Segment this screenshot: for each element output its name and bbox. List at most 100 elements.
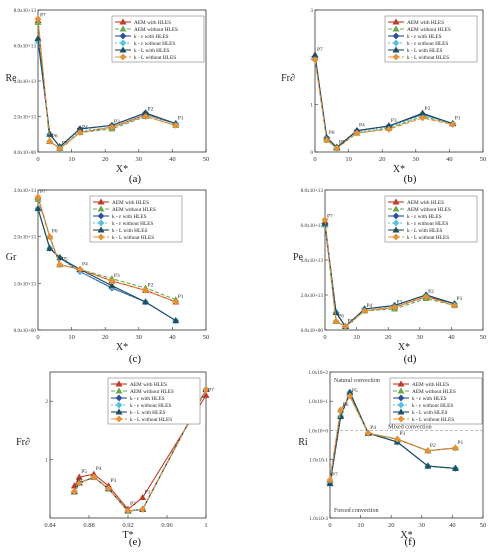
series-line <box>314 54 453 149</box>
x-tick-label: 30 <box>417 334 424 341</box>
legend-marker <box>397 380 405 387</box>
legend-label: AEM with HLES <box>134 20 171 26</box>
legend-label: k - L with HLES <box>130 410 165 416</box>
y-tick-label: 0.0x10+00 <box>14 328 37 334</box>
x-tick-label: 0 <box>313 156 316 163</box>
point-label: P4 <box>82 124 88 130</box>
data-point <box>70 482 78 489</box>
x-tick-label: 50 <box>203 156 210 163</box>
legend-marker <box>392 25 400 32</box>
point-label: P6 <box>338 313 344 319</box>
y-tick-label: 1 <box>310 103 313 109</box>
point-label: P7 <box>40 13 46 19</box>
y-axis-label: Fr∂ <box>16 437 30 448</box>
y-tick-label: 2.0x10+13 <box>14 115 37 121</box>
point-label: P4 <box>370 425 376 431</box>
panel-caption: (d) <box>404 353 417 365</box>
data-point <box>46 244 54 251</box>
data-point <box>424 462 432 469</box>
chart-f: 0 10 20 30 40 50 1.0x10-3 1.0x10-1 1.0x10+0 1.0x1… <box>298 370 486 548</box>
x-tick-label: 10 <box>68 156 75 163</box>
legend-box <box>89 195 183 243</box>
y-tick-label: 2 <box>310 55 313 61</box>
data-point <box>142 286 149 294</box>
point-label: P7 <box>332 472 338 478</box>
x-tick-label: 50 <box>203 334 210 341</box>
legend-label: k - L without HLES <box>407 235 449 241</box>
point-label: P3 <box>111 478 117 484</box>
legend-label: k - L with HLES <box>412 410 447 416</box>
data-point <box>142 298 150 305</box>
y-tick-label: 1.0x10-3 <box>309 516 328 522</box>
panel-caption: (c) <box>129 353 142 365</box>
legend-marker <box>97 212 105 220</box>
legend-label: k - ε without HLES <box>112 221 153 227</box>
series-6 <box>34 15 180 152</box>
data-point <box>56 145 64 152</box>
y-axis-label: Pe <box>293 252 304 263</box>
legend-marker <box>392 32 400 40</box>
point-label: P7 <box>208 387 214 393</box>
legend-marker <box>119 25 127 32</box>
x-axis-label: X* <box>116 164 128 175</box>
data-point <box>172 121 180 129</box>
y-axis-label: Re <box>5 73 17 84</box>
legend-marker <box>392 39 400 47</box>
x-tick-label: 1 <box>204 522 207 529</box>
legend-marker <box>119 39 127 47</box>
point-label: P4 <box>96 466 102 472</box>
point-label: P6 <box>343 402 349 408</box>
legend-label: k - ε without HLES <box>407 221 448 227</box>
point-label: P3 <box>391 118 397 124</box>
series-6 <box>326 392 459 484</box>
point-label: P5 <box>62 257 68 263</box>
x-tick-label: 20 <box>102 334 109 341</box>
point-label: P1 <box>457 440 463 446</box>
point-label: P5 <box>348 319 354 325</box>
legend-marker <box>392 198 400 205</box>
legend-box <box>389 377 483 425</box>
x-tick-label: 50 <box>480 156 487 163</box>
legend-label: AEM with HLES <box>407 20 444 26</box>
legend-marker <box>392 18 400 25</box>
y-tick-label: 0.0x10+00 <box>14 150 37 156</box>
series-3 <box>311 53 457 151</box>
panel-caption: (a) <box>129 173 142 185</box>
legend-label: AEM with HLES <box>407 200 444 206</box>
legend-label: AEM without HLES <box>412 389 456 395</box>
data-point <box>346 392 354 400</box>
legend-label: k - L without HLES <box>412 417 454 423</box>
series-6 <box>34 193 180 306</box>
data-point <box>108 277 116 285</box>
series-line <box>314 54 453 149</box>
series-6 <box>321 216 458 330</box>
legend-label: k - ε without HLES <box>130 403 171 409</box>
chart-a: 0 10 20 30 40 50 0.0x10+00 2.0x10+13 4.0x10+13 6.… <box>5 8 209 185</box>
chart-b: 0 10 20 30 40 50 0 1 2 3 Fr∂ X* P7 P6 P5 P4 P3 P2 P1 AEM wi… <box>281 8 486 185</box>
series-6 <box>311 56 457 152</box>
x-tick-label: 0 <box>328 522 331 529</box>
legend-marker <box>115 401 123 409</box>
legend-marker <box>97 219 105 227</box>
data-point <box>326 476 334 484</box>
data-point <box>323 136 331 144</box>
y-axis-label: Gr <box>6 252 17 263</box>
legend-box <box>111 15 205 63</box>
annotation-mixed: Mixed convection <box>388 424 432 430</box>
data-point <box>76 265 84 273</box>
x-tick-label: 0 <box>36 334 39 341</box>
series-line <box>314 59 453 149</box>
x-tick-label: 40 <box>169 334 176 341</box>
y-tick-label: 3 <box>310 8 313 14</box>
y-tick-label: 1 <box>45 458 48 464</box>
legend-marker <box>119 32 127 40</box>
data-point <box>451 302 458 309</box>
point-label: P2 <box>425 106 431 112</box>
point-label: P3 <box>114 119 120 125</box>
point-label: P3 <box>399 431 405 437</box>
data-point <box>46 130 54 137</box>
data-point <box>424 447 432 455</box>
legend-label: k - ε with HLES <box>407 214 442 220</box>
